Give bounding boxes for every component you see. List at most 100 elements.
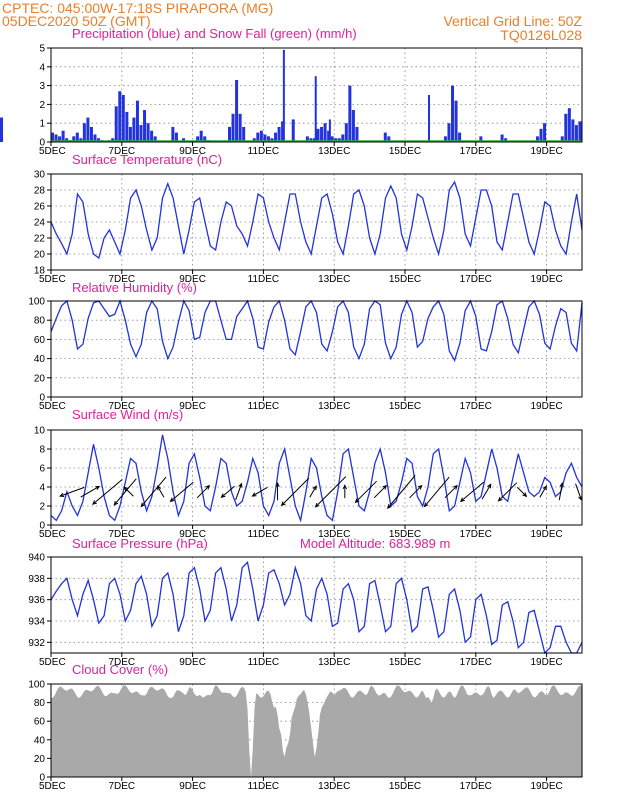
cloud-xtick-label: 13DEC xyxy=(318,781,350,792)
wind-arrow-shaft xyxy=(157,485,165,498)
precip-bar xyxy=(337,138,341,142)
precip-ytick-label: 2 xyxy=(39,100,45,111)
pres-panel: Surface Pressure (hPa) Model Altitude: 68… xyxy=(28,536,583,668)
wind-arrow-shaft xyxy=(252,487,268,497)
wind-arrow xyxy=(309,485,317,498)
wind-arrow xyxy=(459,481,485,503)
precip-bar xyxy=(327,130,331,142)
temp-ytick-label: 30 xyxy=(34,170,46,181)
wind-arrow-shaft xyxy=(315,476,347,508)
precip-bar xyxy=(181,138,185,142)
wind-arrow xyxy=(539,485,547,498)
wind-arrow-head xyxy=(312,485,317,491)
wind-arrow xyxy=(123,486,134,497)
wind-arrow xyxy=(354,480,377,504)
rh-xtick-label: 5DEC xyxy=(39,401,66,412)
pres-ytick-label: 936 xyxy=(28,595,45,606)
temp-ytick-label: 28 xyxy=(34,186,46,197)
wind-arrow xyxy=(481,483,492,500)
precip-ytick-label: 4 xyxy=(39,62,45,73)
wind-arrow xyxy=(516,486,528,498)
precip-bar xyxy=(316,128,320,142)
precip-bar xyxy=(51,132,55,142)
cloud-frame xyxy=(50,683,583,778)
precip-bar xyxy=(235,79,239,142)
wind-arrow-shaft xyxy=(355,480,377,503)
pres-frame xyxy=(50,556,583,654)
precip-bar xyxy=(320,126,324,142)
wind-arrow xyxy=(156,485,165,498)
wind-series-line xyxy=(50,434,583,523)
temp-series-line xyxy=(50,180,583,260)
rh-xtick-label: 11DEC xyxy=(248,401,280,412)
rh-title: Relative Humidity (%) xyxy=(72,280,197,295)
precip-bar xyxy=(281,121,285,142)
wind-arrow-head xyxy=(342,484,348,490)
precip-bar xyxy=(500,134,504,142)
precip-xtick-label: 11DEC xyxy=(248,146,280,157)
wind-arrow-head xyxy=(92,500,97,505)
precip-bar xyxy=(54,134,58,142)
wind-ytick-label: 8 xyxy=(39,445,45,456)
cloud-ytick-label: 80 xyxy=(34,698,46,709)
temp-ytick-label: 20 xyxy=(34,250,46,261)
temp-xtick-label: 15DEC xyxy=(389,274,421,285)
wind-arrow-shaft xyxy=(498,482,518,502)
wind-arrow-shaft xyxy=(92,479,123,505)
precip-bar xyxy=(578,121,582,142)
precip-xtick-label: 13DEC xyxy=(318,146,350,157)
pres-xtick-label: 17DEC xyxy=(460,657,492,668)
rh-ytick-label: 80 xyxy=(34,316,46,327)
cloud-ytick-label: 60 xyxy=(34,717,46,728)
pres-title: Surface Pressure (hPa) xyxy=(72,536,208,551)
wind-arrow-shaft xyxy=(60,486,85,497)
wind-arrow-head xyxy=(220,493,226,498)
precip-xtick-label: 5DEC xyxy=(39,146,66,157)
precip-bar xyxy=(135,100,139,142)
wind-arrow-shaft xyxy=(196,485,210,499)
wind-arrow xyxy=(342,484,348,499)
temp-ytick-label: 22 xyxy=(34,234,46,245)
temp-title: Surface Temperature (nC) xyxy=(72,152,222,167)
precip-ytick-label: 3 xyxy=(39,81,45,92)
precip-spike-bar xyxy=(428,95,431,142)
wind-arrow-head xyxy=(522,492,528,498)
pres-xtick-label: 13DEC xyxy=(318,657,350,668)
wind-arrow-head xyxy=(123,486,129,492)
wind-arrow-shaft xyxy=(409,485,423,499)
wind-arrow-head xyxy=(459,497,465,503)
temp-xtick-label: 7DEC xyxy=(108,274,135,285)
precip-bar xyxy=(118,91,122,142)
wind-xtick-label: 9DEC xyxy=(179,529,206,540)
wind-ytick-label: 2 xyxy=(39,502,45,513)
precip-xtick-label: 19DEC xyxy=(530,146,562,157)
precip-bar xyxy=(270,138,274,142)
header-date: 05DEC2020 50Z (GMT) xyxy=(2,13,151,29)
wind-arrow xyxy=(497,482,518,502)
rh-xtick-label: 7DEC xyxy=(108,401,135,412)
precip-bar xyxy=(143,110,147,142)
wind-arrow xyxy=(113,478,137,506)
wind-arrow-shaft xyxy=(424,476,450,507)
temp-xtick-label: 13DEC xyxy=(318,274,350,285)
wind-arrow-head xyxy=(354,498,360,504)
cloud-xtick-label: 5DEC xyxy=(39,781,66,792)
wind-arrow-head xyxy=(113,500,119,506)
wind-arrow-shaft xyxy=(140,476,167,507)
wind-ytick-label: 6 xyxy=(39,464,45,475)
precip-bar xyxy=(535,136,539,142)
rh-xtick-label: 19DEC xyxy=(530,401,562,412)
rh-frame xyxy=(50,300,583,398)
precip-bar xyxy=(351,110,355,142)
precip-bar xyxy=(114,106,118,142)
precip-bar xyxy=(196,136,200,142)
precip-spike-bar xyxy=(328,119,331,142)
precip-bar xyxy=(539,128,543,142)
temp-xtick-label: 11DEC xyxy=(248,274,280,285)
wind-arrow-head xyxy=(382,484,388,490)
cloud-xtick-label: 19DEC xyxy=(530,781,562,792)
pres-xtick-label: 7DEC xyxy=(108,657,135,668)
precip-xtick-label: 7DEC xyxy=(108,146,135,157)
wind-arrow-head xyxy=(559,482,564,488)
wind-arrow xyxy=(373,484,388,499)
